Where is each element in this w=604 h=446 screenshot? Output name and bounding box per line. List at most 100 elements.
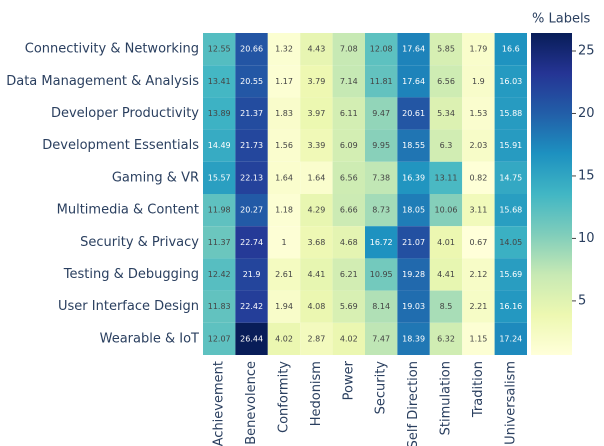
cell-label: 11.83 <box>208 302 231 311</box>
cell-label: 4.02 <box>275 334 293 343</box>
heatmap-cell <box>365 65 398 98</box>
heatmap-cell <box>397 194 430 227</box>
cell-label: 14.05 <box>499 238 522 247</box>
heatmap-cell <box>300 129 333 162</box>
y-tick-label: Development Essentials <box>42 138 199 153</box>
cell-label: 15.69 <box>499 270 522 279</box>
heatmap-cell <box>332 129 365 162</box>
cell-label: 0.67 <box>469 238 487 247</box>
cell-label: 5.85 <box>437 45 455 54</box>
heatmap-cell <box>429 194 463 227</box>
cell-label: 4.43 <box>307 45 325 54</box>
heatmap-cell <box>300 161 333 194</box>
cell-label: 15.91 <box>499 141 522 150</box>
heatmap-cell <box>462 33 495 66</box>
heatmap-cell <box>365 322 398 355</box>
x-tick-label: Security <box>374 361 389 415</box>
cell-label: 14.75 <box>499 173 522 182</box>
cell-label: 4.29 <box>307 206 325 215</box>
heatmap-cell <box>462 258 495 291</box>
heatmap-cell <box>267 33 301 66</box>
colorbar-tick-label: 20 <box>578 106 595 121</box>
heatmap-cell <box>332 322 365 355</box>
heatmap-cell <box>235 194 268 227</box>
y-tick-label: Multimedia & Content <box>57 203 199 218</box>
cell-label: 12.07 <box>208 334 231 343</box>
cell-label: 21.37 <box>240 109 263 118</box>
cell-label: 16.39 <box>402 173 425 182</box>
heatmap-cell <box>494 65 527 98</box>
cell-label: 10.06 <box>435 206 458 215</box>
heatmap-cell <box>300 290 333 323</box>
cell-label: 15.68 <box>499 206 522 215</box>
cell-label: 1.9 <box>472 77 485 86</box>
y-tick-label: Testing & Debugging <box>63 267 199 282</box>
heatmap-cell <box>235 290 268 323</box>
heatmap-cell <box>300 258 333 291</box>
heatmap-cell <box>235 226 268 259</box>
y-tick-label: Security & Privacy <box>80 235 199 250</box>
cell-label: 1.56 <box>275 141 293 150</box>
cell-label: 21.07 <box>402 238 425 247</box>
cell-label: 16.6 <box>502 45 520 54</box>
cell-label: 20.61 <box>402 109 425 118</box>
heatmap-cell <box>332 258 365 291</box>
y-tick-label: Gaming & VR <box>112 170 199 185</box>
heatmap-cell <box>300 322 333 355</box>
cell-label: 6.21 <box>340 270 358 279</box>
cell-label: 1.64 <box>275 173 293 182</box>
cell-label: 5.69 <box>340 302 358 311</box>
heatmap-cell <box>494 322 527 355</box>
x-tick-label: Hedonism <box>309 361 324 426</box>
heatmap-cell <box>300 65 333 98</box>
heatmap-cell <box>300 194 333 227</box>
cell-label: 3.39 <box>307 141 325 150</box>
cell-label: 8.5 <box>440 302 453 311</box>
cell-label: 6.11 <box>340 109 358 118</box>
heatmap-cell <box>365 161 398 194</box>
cell-label: 1.79 <box>469 45 487 54</box>
heatmap-cell <box>332 97 365 130</box>
cell-label: 20.27 <box>240 206 263 215</box>
cell-label: 4.08 <box>307 302 325 311</box>
cell-label: 9.47 <box>372 109 390 118</box>
cell-label: 4.01 <box>437 238 455 247</box>
cell-label: 17.64 <box>402 45 425 54</box>
heatmap-cell <box>397 65 430 98</box>
heatmap-cell <box>365 226 398 259</box>
heatmap-cell <box>429 97 463 130</box>
heatmap-cell <box>494 161 527 194</box>
cell-label: 8.73 <box>372 206 390 215</box>
heatmap-cell <box>235 322 268 355</box>
cell-label: 2.12 <box>469 270 487 279</box>
heatmap-cell <box>462 161 495 194</box>
x-tick-label: Achievement <box>212 361 227 446</box>
colorbar-tick-label: 10 <box>578 231 595 246</box>
cell-label: 2.87 <box>307 334 325 343</box>
cell-label: 6.56 <box>437 77 455 86</box>
x-tick-label: Stimulation <box>439 361 454 435</box>
heatmap-cell <box>429 65 463 98</box>
heatmap-cell <box>494 129 527 162</box>
heatmap-cell <box>365 194 398 227</box>
heatmap-cell <box>397 33 430 66</box>
cell-label: 1.53 <box>469 109 487 118</box>
heatmap-cell <box>429 33 463 66</box>
heatmap-cell <box>494 33 527 66</box>
cell-label: 6.3 <box>440 141 453 150</box>
colorbar <box>531 33 572 355</box>
heatmap-cell <box>203 129 236 162</box>
heatmap-cell <box>203 258 236 291</box>
cell-label: 2.21 <box>469 302 487 311</box>
cell-label: 4.41 <box>307 270 325 279</box>
heatmap-cell <box>203 194 236 227</box>
heatmap-cell <box>462 129 495 162</box>
heatmap-cell <box>235 65 268 98</box>
cell-label: 20.55 <box>240 77 263 86</box>
cell-label: 11.37 <box>208 238 231 247</box>
x-tick-label: Self Direction <box>406 361 421 446</box>
cell-label: 19.03 <box>402 302 425 311</box>
heatmap-cell <box>365 258 398 291</box>
heatmap-cell <box>332 65 365 98</box>
cell-label: 21.73 <box>240 141 263 150</box>
